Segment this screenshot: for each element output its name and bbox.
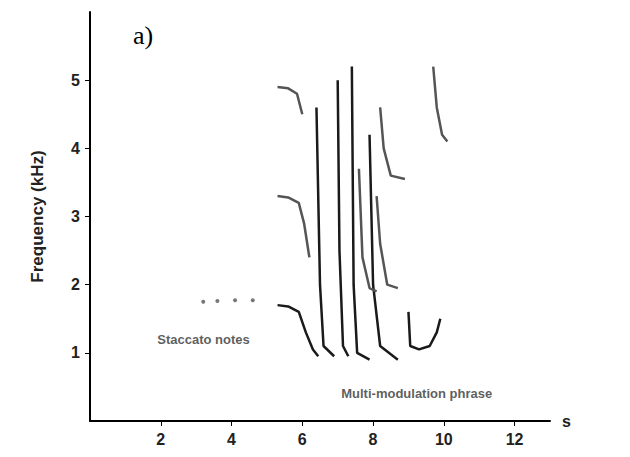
svg-text:10: 10 (435, 431, 453, 448)
svg-text:4: 4 (227, 431, 236, 448)
svg-text:Frequency (kHz): Frequency (kHz) (28, 150, 47, 282)
svg-text:2: 2 (71, 276, 80, 293)
svg-text:Multi-modulation phrase: Multi-modulation phrase (341, 386, 492, 401)
svg-text:1: 1 (71, 344, 80, 361)
svg-text:2: 2 (156, 431, 165, 448)
svg-text:4: 4 (71, 140, 80, 157)
svg-text:5: 5 (71, 72, 80, 89)
svg-text:6: 6 (298, 431, 307, 448)
svg-text:s: s (562, 413, 571, 430)
svg-text:a): a) (133, 21, 153, 50)
svg-text:3: 3 (71, 208, 80, 225)
svg-text:8: 8 (369, 431, 378, 448)
svg-text:12: 12 (506, 431, 524, 448)
svg-text:Staccato notes: Staccato notes (157, 332, 249, 347)
